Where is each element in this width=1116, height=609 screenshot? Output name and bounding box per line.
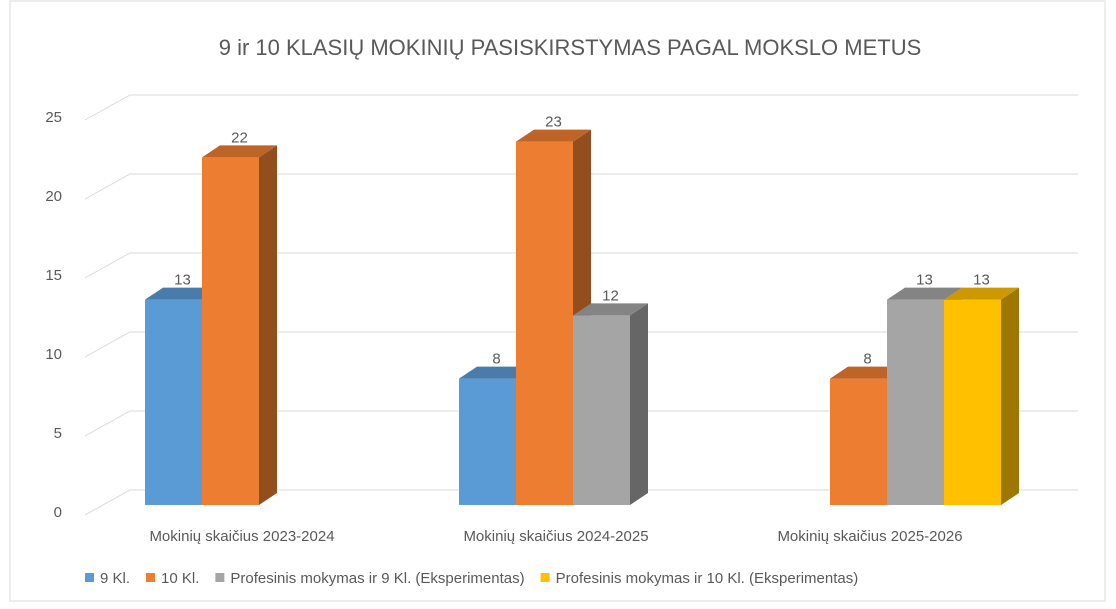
y-tick-label: 5 bbox=[54, 425, 62, 442]
grid-line bbox=[84, 173, 1078, 200]
y-tick-label: 25 bbox=[45, 109, 62, 126]
legend-swatch bbox=[146, 573, 156, 582]
y-tick-label: 10 bbox=[45, 346, 62, 363]
y-tick-label: 20 bbox=[45, 188, 62, 205]
bar-top bbox=[573, 303, 648, 316]
bar-top bbox=[887, 287, 962, 300]
grid-line bbox=[84, 410, 1078, 437]
legend-label: 9 Kl. bbox=[100, 570, 130, 587]
data-label: 13 bbox=[973, 272, 990, 289]
x-tick-label: Mokinių skaičius 2024-2025 bbox=[463, 528, 648, 545]
data-label: 8 bbox=[863, 351, 871, 368]
data-label: 8 bbox=[492, 351, 500, 368]
bar-front bbox=[202, 157, 259, 505]
legend-label: Profesinis mokymas ir 9 Kl. (Eksperiment… bbox=[230, 570, 524, 587]
bar-front bbox=[145, 299, 202, 505]
legend-label: 10 Kl. bbox=[161, 570, 199, 587]
chart-title: 9 ir 10 KLASIŲ MOKINIŲ PASISKIRSTYMAS PA… bbox=[219, 35, 922, 60]
data-label: 23 bbox=[545, 114, 562, 131]
legend-swatch bbox=[85, 573, 94, 582]
bar-top bbox=[202, 145, 277, 158]
bar-front bbox=[830, 378, 887, 505]
bar-side bbox=[1001, 287, 1019, 505]
data-label: 22 bbox=[231, 129, 248, 146]
grid-line bbox=[84, 331, 1078, 358]
grid-line bbox=[84, 252, 1078, 279]
bar-top bbox=[944, 287, 1019, 300]
bar-front bbox=[516, 141, 573, 505]
y-tick-label: 15 bbox=[45, 267, 62, 284]
bar-top bbox=[145, 287, 220, 300]
legend-swatch bbox=[540, 573, 550, 582]
data-label: 13 bbox=[174, 272, 191, 289]
data-label: 12 bbox=[602, 287, 619, 304]
bar bbox=[944, 287, 1019, 505]
data-label: 13 bbox=[916, 272, 933, 289]
grid-line bbox=[84, 94, 1078, 121]
x-tick-label: Mokinių skaičius 2025-2026 bbox=[777, 528, 962, 545]
bar-top bbox=[516, 129, 591, 142]
bar-side bbox=[259, 145, 277, 505]
bar bbox=[202, 145, 277, 505]
bar-front bbox=[887, 299, 944, 505]
bar-front bbox=[944, 299, 1001, 505]
legend-swatch bbox=[215, 573, 225, 582]
bar-top bbox=[459, 366, 534, 379]
legend-label: Profesinis mokymas ir 10 Kl. (Eksperimen… bbox=[556, 570, 859, 587]
bar bbox=[573, 303, 648, 505]
bar-front bbox=[573, 315, 630, 505]
y-tick-label: 0 bbox=[54, 504, 62, 521]
grid-line bbox=[84, 489, 1078, 516]
bar-top bbox=[830, 366, 905, 379]
bar-side bbox=[630, 303, 648, 505]
x-tick-label: Mokinių skaičius 2023-2024 bbox=[149, 528, 334, 545]
bar-front bbox=[459, 378, 516, 505]
